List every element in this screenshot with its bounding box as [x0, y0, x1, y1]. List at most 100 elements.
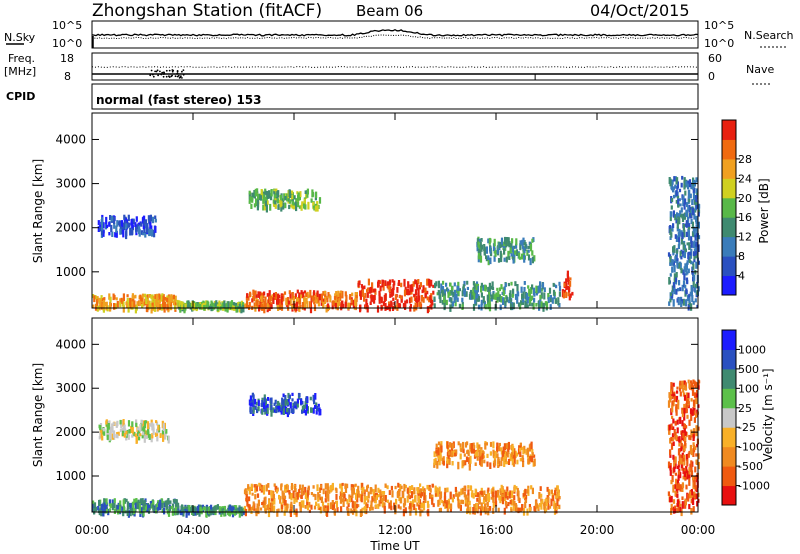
echo-cell — [548, 505, 552, 509]
echo-cell — [444, 487, 447, 494]
echo-cell — [486, 501, 489, 508]
echo-cell — [377, 279, 380, 287]
echo-cell — [527, 458, 530, 464]
echo-cell — [685, 484, 688, 490]
echo-cell — [94, 303, 98, 311]
echo-cell — [324, 498, 327, 503]
echo-cell — [99, 227, 102, 232]
echo-cell — [295, 492, 298, 501]
echo-cell — [690, 508, 693, 515]
echo-cell — [312, 485, 315, 489]
echo-cell — [687, 216, 690, 224]
echo-cell — [497, 507, 500, 513]
echo-cell — [512, 258, 515, 264]
echo-cell — [253, 302, 256, 309]
echo-cell — [316, 484, 319, 492]
echo-cell — [263, 305, 266, 314]
echo-cell — [115, 297, 118, 301]
echo-cell — [394, 294, 398, 300]
echo-cell — [142, 431, 145, 436]
echo-cell — [415, 297, 418, 302]
echo-cell — [409, 503, 412, 509]
nave-scatter-dot — [176, 70, 179, 73]
echo-cell — [523, 247, 526, 254]
echo-cell — [675, 277, 678, 283]
echo-cell — [690, 498, 693, 504]
echo-cell — [99, 302, 102, 308]
echo-cell — [373, 299, 376, 304]
echo-cell — [695, 397, 698, 405]
echo-cell — [333, 296, 337, 300]
echo-cell — [556, 498, 559, 507]
echo-cell — [509, 290, 512, 297]
echo-cell — [97, 505, 100, 511]
echo-cell — [214, 302, 217, 307]
echo-cell — [297, 193, 300, 200]
echo-cell — [446, 505, 449, 512]
echo-cell — [531, 452, 534, 457]
echo-cell — [204, 507, 208, 513]
echo-cell — [264, 200, 267, 207]
echo-cell — [685, 392, 688, 398]
echo-cell — [675, 484, 679, 489]
echo-cell — [151, 422, 154, 428]
echo-cell — [555, 284, 558, 289]
echo-cell — [474, 296, 477, 304]
echo-cell — [682, 269, 685, 275]
echo-cell — [432, 284, 435, 288]
echo-cell — [169, 300, 172, 307]
echo-cell — [684, 505, 687, 509]
echo-cell — [341, 290, 344, 299]
echo-cell — [538, 492, 541, 499]
echo-cell — [447, 288, 450, 294]
echo-cell — [463, 485, 466, 491]
echo-cell — [133, 431, 136, 437]
echo-cell — [318, 293, 321, 301]
echo-cell — [257, 193, 260, 201]
echo-cell — [126, 294, 129, 298]
echo-cell — [470, 443, 473, 450]
echo-cell — [497, 457, 500, 464]
echo-cell — [305, 398, 308, 402]
echo-cell — [113, 498, 116, 504]
echo-cell — [125, 223, 128, 229]
echo-cell — [695, 241, 698, 247]
echo-cell — [672, 210, 675, 218]
echo-cell — [123, 424, 126, 431]
echo-cell — [218, 300, 221, 308]
echo-cell — [129, 298, 132, 306]
echo-cell — [262, 490, 266, 495]
echo-cell — [673, 176, 676, 182]
echo-cell — [422, 489, 425, 493]
echo-cell — [120, 297, 123, 304]
echo-cell — [299, 484, 302, 490]
echo-cell — [693, 275, 696, 281]
echo-cell — [290, 501, 293, 508]
echo-cell — [102, 229, 105, 237]
echo-cell — [163, 306, 166, 313]
echo-cell — [690, 287, 693, 296]
echo-cell — [679, 387, 682, 392]
echo-cell — [384, 280, 387, 286]
echo-cell — [446, 457, 449, 464]
echo-cell — [474, 488, 477, 496]
echo-cell — [127, 302, 130, 306]
echo-cell — [694, 208, 697, 213]
echo-cell — [252, 394, 255, 401]
echo-cell — [487, 286, 490, 292]
echo-cell — [271, 503, 274, 510]
echo-cell — [670, 442, 674, 450]
echo-cell — [521, 455, 524, 462]
echo-cell — [318, 494, 321, 498]
echo-cell — [102, 222, 105, 229]
echo-cell — [502, 289, 505, 296]
echo-cell — [678, 436, 681, 444]
echo-cell — [309, 396, 312, 401]
y-tick-label: 1000 — [55, 265, 86, 279]
echo-cell — [112, 293, 115, 301]
echo-cell — [690, 382, 693, 391]
echo-cell — [307, 294, 310, 299]
echo-cell — [437, 447, 440, 456]
echo-cell — [274, 203, 277, 209]
echo-cell — [678, 188, 682, 193]
